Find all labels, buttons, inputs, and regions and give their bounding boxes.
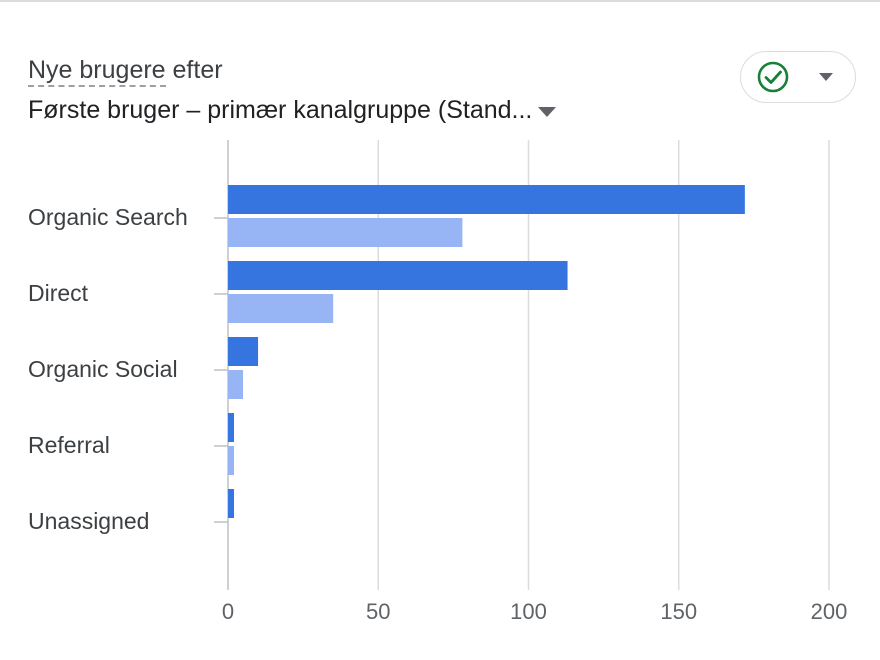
bar-primary bbox=[228, 489, 235, 518]
x-tick-label: 50 bbox=[366, 599, 390, 624]
bar-comparison bbox=[228, 218, 463, 247]
category-label: Unassigned bbox=[28, 508, 149, 534]
bar-comparison bbox=[228, 446, 235, 475]
category-label: Organic Social bbox=[28, 356, 178, 382]
metric-selector: Nye brugere efter bbox=[28, 56, 223, 87]
bar-primary bbox=[228, 185, 745, 214]
caret-down-icon bbox=[538, 106, 557, 117]
category-label: Direct bbox=[28, 280, 89, 306]
dimension-label: Første bruger – primær kanalgruppe (Stan… bbox=[28, 96, 533, 124]
bar-primary bbox=[228, 337, 259, 366]
dimension-selector[interactable]: Første bruger – primær kanalgruppe (Stan… bbox=[28, 96, 557, 125]
top-divider bbox=[0, 0, 880, 2]
category-label: Organic Search bbox=[28, 204, 188, 230]
x-tick-label: 150 bbox=[660, 599, 697, 624]
caret-down-icon bbox=[819, 73, 833, 81]
x-tick-label: 0 bbox=[222, 599, 234, 624]
check-circle-icon bbox=[757, 61, 789, 93]
bar-comparison bbox=[228, 294, 334, 323]
bar-primary bbox=[228, 261, 568, 290]
status-dropdown-button[interactable] bbox=[740, 51, 856, 103]
category-label: Referral bbox=[28, 432, 110, 458]
bar-primary bbox=[228, 413, 235, 442]
metric-name[interactable]: Nye brugere bbox=[28, 56, 166, 87]
x-tick-label: 100 bbox=[510, 599, 547, 624]
metric-suffix: efter bbox=[172, 56, 223, 84]
bar-comparison bbox=[228, 370, 244, 399]
x-tick-label: 200 bbox=[811, 599, 848, 624]
